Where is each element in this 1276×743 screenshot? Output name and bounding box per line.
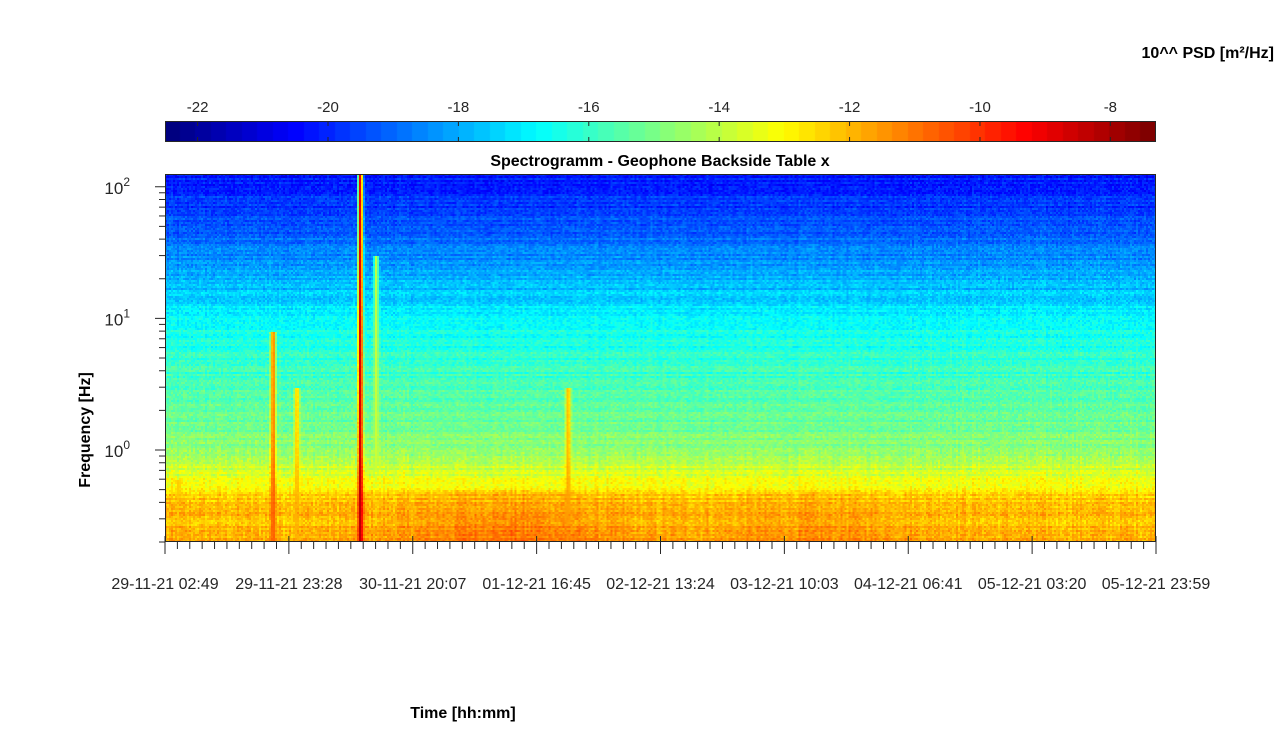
y-tick-label: 102 <box>104 175 130 198</box>
x-tick-label: 29-11-21 02:49 <box>111 576 218 593</box>
x-axis-ticks: 29-11-21 02:49 29-11-21 23:28 30-11-21 20:… <box>111 536 1210 593</box>
colorbar-tick-label: -18 <box>448 99 470 116</box>
x-tick-label: 03-12-21 10:03 <box>730 576 839 593</box>
x-tick-label: 02-12-21 13:24 <box>606 576 715 593</box>
y-tick-label: 100 <box>104 438 130 461</box>
colorbar-ticks: -22 -20 -18 -16 -14 -12 -10 -8 <box>187 99 1117 142</box>
colorbar <box>165 121 1156 142</box>
colorbar-label: 10^^ PSD [m²/Hz] <box>1142 45 1274 62</box>
y-axis-label: Frequency [Hz] <box>77 372 94 488</box>
x-tick-label: 01-12-21 16:45 <box>482 576 591 593</box>
y-tick-label: 101 <box>104 306 130 329</box>
x-tick-label: 04-12-21 06:41 <box>854 576 963 593</box>
y-axis-ticks: 100 101 102 <box>104 175 165 543</box>
x-tick-label: 05-12-21 23:59 <box>1102 576 1211 593</box>
plot-frame <box>165 174 1156 542</box>
colorbar-tick-label: -20 <box>317 99 339 116</box>
x-axis-label: Time [hh:mm] <box>410 705 515 722</box>
colorbar-tick-label: -22 <box>187 99 209 116</box>
colorbar-tick-label: -10 <box>969 99 991 116</box>
spectrogram-heatmap <box>165 174 1156 542</box>
colorbar-tick-label: -8 <box>1104 99 1117 116</box>
x-tick-label: 29-11-21 23:28 <box>235 576 342 593</box>
x-tick-label: 30-11-21 20:07 <box>359 576 466 593</box>
colorbar-tick-label: -12 <box>839 99 861 116</box>
colorbar-tick-label: -14 <box>708 99 730 116</box>
chart-title: Spectrogramm - Geophone Backside Table x <box>490 153 829 170</box>
x-tick-label: 05-12-21 03:20 <box>978 576 1087 593</box>
colorbar-tick-label: -16 <box>578 99 600 116</box>
colorbar-frame <box>165 121 1156 142</box>
